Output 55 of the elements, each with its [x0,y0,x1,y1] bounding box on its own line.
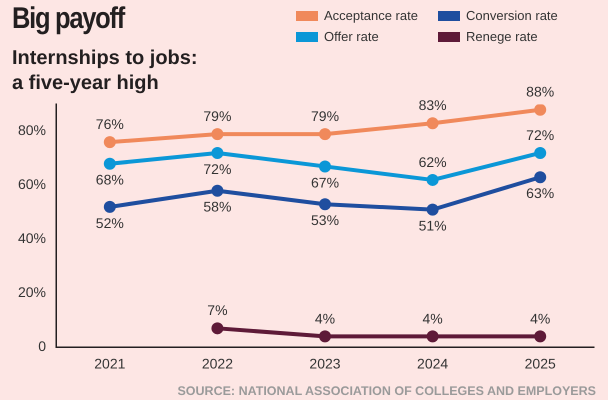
point [426,117,439,130]
point [211,184,224,197]
data-label: 67% [310,174,340,190]
x-tick-label: 2024 [417,355,448,372]
data-label: 52% [96,214,124,231]
data-label: 4% [314,310,336,326]
data-label: 53% [310,212,340,228]
legend-label: Renege rate [466,29,538,44]
x-tick-label: 2023 [309,355,341,372]
point [104,136,116,148]
x-tick-label: 2025 [524,355,556,372]
point [319,198,332,210]
point [534,146,546,159]
point [104,158,116,170]
point [534,104,546,116]
data-label: 79% [310,108,340,124]
point [426,204,439,216]
source-note: SOURCE: NATIONAL ASSOCIATION OF COLLEGES AND EMPLOYERS [177,384,596,398]
data-label: 72% [203,160,232,177]
chart-title: Big payoff [12,2,124,36]
point [211,128,224,140]
x-tick-label: 2021 [94,355,126,372]
legend-label: Conversion rate [466,8,558,23]
point [319,160,332,172]
data-label: 72% [526,126,554,143]
y-tick-label: 0 [38,338,46,354]
point [426,174,439,186]
point [319,330,332,342]
point [534,330,546,342]
chart-subtitle: Internships to jobs: a five-year high [12,46,199,96]
x-tick-label: 2022 [202,355,234,372]
point [211,322,224,334]
legend-label: Acceptance rate [324,8,418,23]
data-label: 79% [203,108,232,124]
data-label: 4% [530,310,550,326]
data-label: 83% [418,97,447,114]
y-tick-label: 60% [18,176,46,192]
point [534,171,546,184]
point [211,146,224,159]
data-label: 7% [207,302,228,318]
data-label: 51% [418,217,447,234]
data-label: 88% [526,84,554,100]
point [426,330,439,342]
y-tick-label: 40% [18,230,46,246]
data-label: 58% [203,198,232,215]
point [104,200,116,213]
data-label: 63% [526,185,554,202]
data-label: 68% [96,172,124,188]
data-label: 62% [418,154,447,170]
point [319,128,332,140]
data-label: 4% [422,310,443,326]
data-label: 76% [96,116,124,132]
y-tick-label: 20% [18,284,46,300]
y-tick-label: 80% [18,122,46,138]
legend-label: Offer rate [324,29,379,44]
